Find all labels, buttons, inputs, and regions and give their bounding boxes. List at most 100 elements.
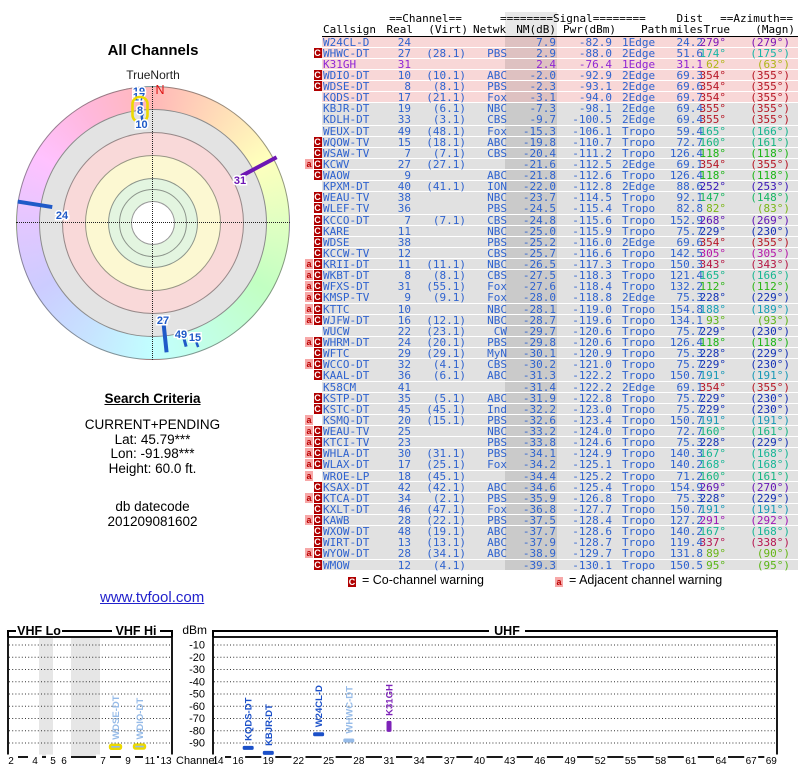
cell-callsign: KSTP-DT bbox=[323, 391, 370, 405]
cell-magn-azimuth: (355°) bbox=[750, 113, 790, 127]
channel-tick-label: 9 bbox=[125, 756, 131, 767]
cell-nm_db: -29.7 bbox=[522, 324, 556, 338]
table-row: C KSTC-DT 45 (45.1) Ind -32.2 -123.0 Tropo 75.7 2… bbox=[305, 402, 800, 416]
cell-real: 7 bbox=[404, 213, 411, 227]
table-row: C WIRT-DT 13 (13.1) ABC -37.9 -128.7 Tropo 119.4… bbox=[305, 537, 800, 548]
cell-magn-azimuth: (355°) bbox=[750, 80, 790, 94]
row-background bbox=[322, 548, 798, 559]
cell-miles: 24.2 bbox=[676, 35, 704, 49]
channel-tick-label: 58 bbox=[655, 756, 667, 767]
cell-true-azimuth: 229° bbox=[699, 391, 727, 405]
row-background bbox=[322, 81, 798, 92]
cell-callsign: WEAU-TV bbox=[323, 425, 370, 439]
nm-column-shade bbox=[505, 426, 557, 437]
cell-pwr_dbm: -119.0 bbox=[572, 302, 612, 316]
cell-magn-azimuth: (166°) bbox=[750, 124, 790, 138]
cell-true-azimuth: 89° bbox=[706, 547, 726, 561]
co-channel-badge: C bbox=[313, 359, 322, 370]
radar-marker-line-ch31 bbox=[240, 155, 278, 178]
cell-pwr_dbm: -122.8 bbox=[572, 391, 612, 405]
cell-true-azimuth: 191° bbox=[699, 502, 727, 516]
cell-magn-azimuth: (229°) bbox=[750, 436, 790, 450]
adjacent-channel-badge: a bbox=[305, 437, 313, 448]
cell-true-azimuth: 305° bbox=[699, 246, 727, 260]
table-row: a C WLAX-DT 17 (25.1) Fox -34.2 -125.1 Tropo 140.… bbox=[305, 459, 800, 470]
cell-callsign: KAAL-DT bbox=[323, 369, 370, 383]
adjacent-channel-badge: a bbox=[305, 281, 313, 292]
channel-tick-label: 34 bbox=[414, 756, 426, 767]
cell-pwr_dbm: -119.6 bbox=[572, 313, 612, 327]
cell-magn-azimuth: (161°) bbox=[750, 135, 790, 149]
cell-pwr_dbm: -120.6 bbox=[572, 324, 612, 338]
nm-column-shade bbox=[505, 348, 557, 359]
y-tick-label: -40 bbox=[189, 676, 205, 688]
header-magn: (Magn) bbox=[755, 23, 795, 36]
table-row: a C WCCO-DT 32 (4.1) CBS -30.2 -121.0 Tropo 75.7 2… bbox=[305, 359, 800, 370]
cell-real: 32 bbox=[397, 358, 411, 372]
adjacent-channel-badge: a bbox=[305, 259, 313, 270]
header-true: True bbox=[703, 23, 731, 36]
cell-callsign: KSAX-DT bbox=[323, 480, 370, 494]
tick-gap bbox=[351, 754, 366, 767]
tick-gap bbox=[121, 754, 135, 767]
cell-nm_db: -24.5 bbox=[522, 202, 556, 216]
cell-callsign: WHRM-DT bbox=[323, 336, 370, 349]
nm-column-shade bbox=[505, 437, 557, 448]
cell-callsign: KSTC-DT bbox=[323, 402, 370, 416]
cell-pwr_dbm: -120.9 bbox=[572, 347, 612, 361]
radar-crosshair-vertical bbox=[152, 86, 153, 360]
search-mode: CURRENT+PENDING bbox=[84, 417, 221, 432]
cell-callsign: K58CM bbox=[323, 380, 357, 394]
cell-miles: 140.2 bbox=[669, 458, 703, 472]
cell-path: Tropo bbox=[622, 146, 656, 160]
cell-miles: 75.7 bbox=[676, 324, 704, 338]
cell-callsign: WDSE bbox=[323, 235, 350, 249]
cell-path: Tropo bbox=[622, 547, 656, 561]
signal-marker-KBJR-DT bbox=[262, 750, 274, 755]
cell-nm_db: -19.8 bbox=[522, 135, 556, 149]
cell-real: 17 bbox=[397, 91, 411, 105]
co-channel-badge: C bbox=[313, 526, 322, 537]
co-channel-badge: C bbox=[313, 337, 322, 347]
table-row: a C KCWV 27 (27.1) -21.6 -112.5 2Edge 69.1 354° (3… bbox=[305, 157, 800, 171]
cell-pwr_dbm: -125.2 bbox=[572, 469, 612, 483]
tick-gap bbox=[4, 754, 18, 767]
cell-real: 36 bbox=[397, 202, 411, 216]
cell-virt: (41.1) bbox=[426, 180, 466, 194]
co-channel-badge: C bbox=[313, 158, 322, 169]
co-channel-badge: C bbox=[313, 225, 322, 236]
table-row: KDLH-DT 33 (3.1) CBS -9.7 -100.5 2Edge 69.4 355°… bbox=[305, 114, 800, 125]
table-row: KQDS-DT 17 (21.1) Fox -3.1 -94.0 2Edge 69.7 354°… bbox=[305, 92, 800, 103]
row-background bbox=[322, 314, 798, 326]
cell-nm_db: -24.8 bbox=[522, 213, 556, 227]
cell-nm_db: -26.5 bbox=[522, 258, 556, 272]
uhf-label: UHF bbox=[494, 624, 520, 638]
row-background bbox=[322, 515, 798, 526]
cell-netwk: ABC bbox=[487, 391, 507, 405]
nm-column-shade bbox=[505, 526, 557, 537]
nm-column-shade bbox=[505, 292, 557, 303]
cell-miles: 71.2 bbox=[676, 469, 704, 483]
band-bracket-line bbox=[7, 630, 16, 637]
signal-marker-K31GH bbox=[386, 720, 392, 732]
adjacent-channel-badge: a bbox=[305, 459, 313, 470]
cell-nm_db: -33.2 bbox=[522, 425, 556, 439]
cell-miles: 59.4 bbox=[676, 124, 704, 138]
nm-column-shade bbox=[505, 270, 557, 281]
cell-nm_db: -9.7 bbox=[529, 113, 557, 127]
tvfool-link[interactable]: www.tvfool.com bbox=[100, 589, 205, 606]
cell-true-azimuth: 62° bbox=[706, 57, 726, 71]
cell-magn-azimuth: (355°) bbox=[750, 380, 790, 394]
cell-nm_db: 2.4 bbox=[536, 57, 556, 71]
cell-miles: 69.4 bbox=[676, 113, 704, 127]
cell-magn-azimuth: (279°) bbox=[750, 35, 790, 49]
channel-tick-label: 7 bbox=[100, 756, 106, 767]
row-background bbox=[322, 503, 798, 515]
tick-gap bbox=[764, 754, 779, 767]
cell-nm_db: -28.7 bbox=[522, 313, 556, 327]
cell-magn-azimuth: (63°) bbox=[756, 57, 790, 71]
co-channel-badge: C bbox=[313, 426, 322, 437]
cell-magn-azimuth: (355°) bbox=[750, 157, 790, 171]
cell-miles: 150.3 bbox=[669, 258, 703, 272]
table-row: a C KAWB 28 (22.1) PBS -37.5 -128.4 Tropo 127.2 29… bbox=[305, 515, 800, 526]
